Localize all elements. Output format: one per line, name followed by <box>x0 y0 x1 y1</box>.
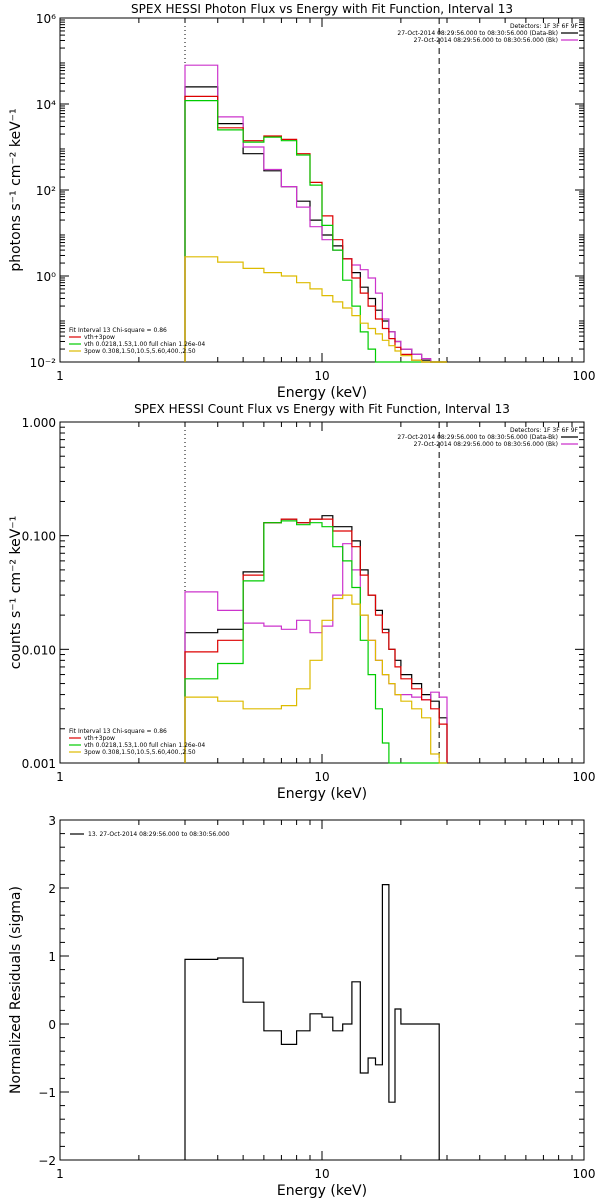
legend-entry: vth+3pow <box>84 735 115 742</box>
x-tick-label: 100 <box>573 1167 596 1181</box>
plot-frame <box>59 819 585 1161</box>
chart-title: SPEX HESSI Photon Flux vs Energy with Fi… <box>131 2 513 16</box>
series-line-5 <box>184 594 447 764</box>
legend-entry: 3pow 0.308,1.50,10.5,5.60,400.,2.50 <box>84 749 196 756</box>
x-tick-label: 10 <box>314 770 329 784</box>
legend-entry: 13. 27-Oct-2014 08:29:56.000 to 08:30:56… <box>88 831 230 838</box>
series-line-2 <box>184 64 447 363</box>
series-line-3 <box>184 95 447 363</box>
legend-entry: 27-Oct-2014 08:29:56.000 to 08:30:56.000… <box>414 37 558 44</box>
legend-entry: vth 0.0218,1.53,1.00 full chian 1.26e-04 <box>84 341 205 348</box>
x-tick-label: 1 <box>56 1167 64 1181</box>
legend-entry: vth+3pow <box>84 334 115 341</box>
y-tick-label: 2 <box>48 882 56 896</box>
x-tick-label: 100 <box>573 369 596 383</box>
x-tick-label: 10 <box>314 1167 329 1181</box>
y-tick-label: 10⁶ <box>36 12 56 26</box>
y-tick-label: 10⁰ <box>36 270 56 284</box>
legend-entry: 3pow 0.308,1.50,10.5,5.60,400.,2.50 <box>84 348 196 355</box>
plot-frame <box>59 421 585 764</box>
legend-entry: vth 0.0218,1.53,1.00 full chian 1.26e-04 <box>84 742 205 749</box>
legend-header: Detectors: 1F 3F 6F 9F <box>510 23 579 30</box>
x-axis-label: Energy (keV) <box>277 1183 367 1199</box>
y-axis-label: photons s⁻¹ cm⁻² keV⁻¹ <box>8 108 24 271</box>
series-line-4 <box>184 100 447 363</box>
series-line-5 <box>184 256 447 363</box>
y-tick-label: −2 <box>38 1154 56 1168</box>
legend-header: Fit Interval 13 Chi-square = 0.86 <box>69 327 167 334</box>
y-tick-label: 1.000 <box>22 416 56 430</box>
y-axis-label: counts s⁻¹ cm⁻² keV⁻¹ <box>8 516 24 670</box>
y-axis-label: Normalized Residuals (sigma) <box>8 886 24 1094</box>
x-tick-label: 10 <box>314 369 329 383</box>
y-tick-label: 3 <box>48 814 56 828</box>
x-axis-label: Energy (keV) <box>277 385 367 401</box>
y-tick-label: 0.001 <box>22 757 56 771</box>
legend-entry: 27-Oct-2014 08:29:56.000 to 08:30:56.000… <box>414 441 558 448</box>
legend-header: Fit Interval 13 Chi-square = 0.86 <box>69 728 167 735</box>
x-tick-label: 100 <box>573 770 596 784</box>
chart-panel-1: SPEX HESSI Photon Flux vs Energy with Fi… <box>8 2 595 401</box>
x-axis-label: Energy (keV) <box>277 786 367 802</box>
series-line-4 <box>184 520 447 764</box>
y-tick-label: 10⁴ <box>36 98 56 112</box>
chart-title: SPEX HESSI Count Flux vs Energy with Fit… <box>134 402 510 416</box>
y-tick-label: 10⁻² <box>30 356 57 370</box>
y-tick-label: 0 <box>48 1018 56 1032</box>
x-tick-label: 1 <box>56 770 64 784</box>
chart-panel-2: SPEX HESSI Count Flux vs Energy with Fit… <box>8 402 595 802</box>
series-line-3 <box>184 518 448 763</box>
y-tick-label: −1 <box>38 1086 56 1100</box>
chart-panel-3: 1 10 100 −2 −1 0 1 2 3 Energy (keV) Normalized Res… <box>8 814 595 1199</box>
x-tick-label: 1 <box>56 369 64 383</box>
legend-entry: 27-Oct-2014 08:29:56.000 to 08:30:56.000… <box>397 30 558 37</box>
series-line-1 <box>184 884 440 1160</box>
legend-entry: 27-Oct-2014 08:29:56.000 to 08:30:56.000… <box>397 434 558 441</box>
y-tick-label: 0.100 <box>22 530 56 544</box>
series-line-2 <box>184 543 448 763</box>
series-line-1 <box>184 515 448 763</box>
y-tick-label: 0.010 <box>22 643 56 657</box>
legend-header: Detectors: 1F 3F 6F 9F <box>510 427 579 434</box>
y-tick-label: 10² <box>36 184 56 198</box>
y-tick-label: 1 <box>48 950 56 964</box>
